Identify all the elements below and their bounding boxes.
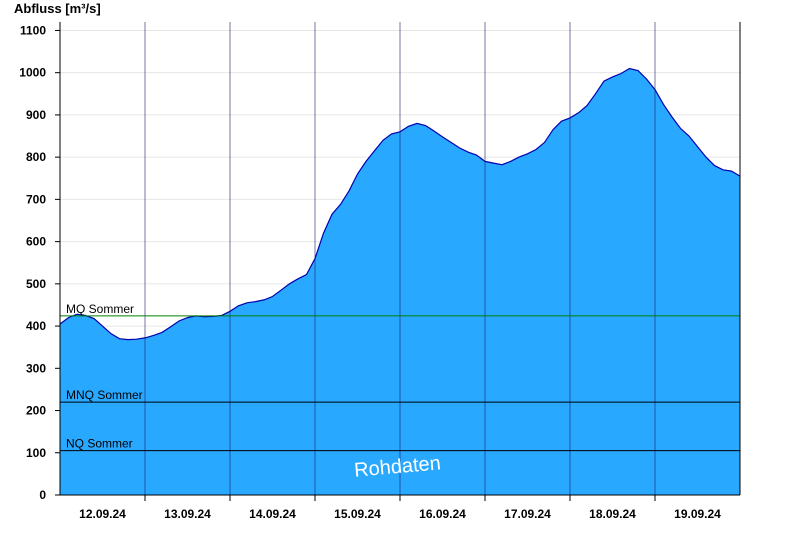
y-axis-label: Abfluss [m³/s] <box>14 1 101 16</box>
x-tick-label-16.09.24: 16.09.24 <box>419 507 466 521</box>
x-tick-label-18.09.24: 18.09.24 <box>589 507 636 521</box>
y-tick-label-100: 100 <box>26 446 46 460</box>
y-tick-label-500: 500 <box>26 277 46 291</box>
x-ticks: 12.09.24 13.09.24 14.09.24 15.09.24 16.09.24… <box>79 495 721 521</box>
y-tick-label-800: 800 <box>26 150 46 164</box>
x-tick-label-12.09.24: 12.09.24 <box>79 507 126 521</box>
x-tick-label-14.09.24: 14.09.24 <box>249 507 296 521</box>
ref-label-mnq-sommer: MNQ Sommer <box>66 388 143 402</box>
y-tick-label-1100: 1100 <box>20 23 46 37</box>
y-tick-label-1000: 1000 <box>19 66 46 80</box>
ref-label-nq-sommer: NQ Sommer <box>66 437 133 451</box>
reference-lines: MQ Sommer MNQ Sommer NQ Sommer <box>60 302 740 452</box>
y-tick-label-0: 0 <box>39 488 46 502</box>
y-tick-label-700: 700 <box>26 192 46 206</box>
y-tick-label-300: 300 <box>26 361 46 375</box>
day-separators <box>144 22 656 495</box>
y-tick-label-600: 600 <box>26 235 46 249</box>
y-tick-label-400: 400 <box>26 319 46 333</box>
y-tick-label-200: 200 <box>26 404 46 418</box>
x-tick-label-13.09.24: 13.09.24 <box>164 507 211 521</box>
y-tick-label-900: 900 <box>26 108 46 122</box>
x-tick-label-17.09.24: 17.09.24 <box>504 507 551 521</box>
x-tick-label-19.09.24: 19.09.24 <box>674 507 721 521</box>
x-tick-label-15.09.24: 15.09.24 <box>334 507 381 521</box>
y-ticks: 0 100 200 300 400 500 600 700 800 900 1000 1100 <box>19 23 60 502</box>
ref-label-mq-sommer: MQ Sommer <box>66 302 134 316</box>
